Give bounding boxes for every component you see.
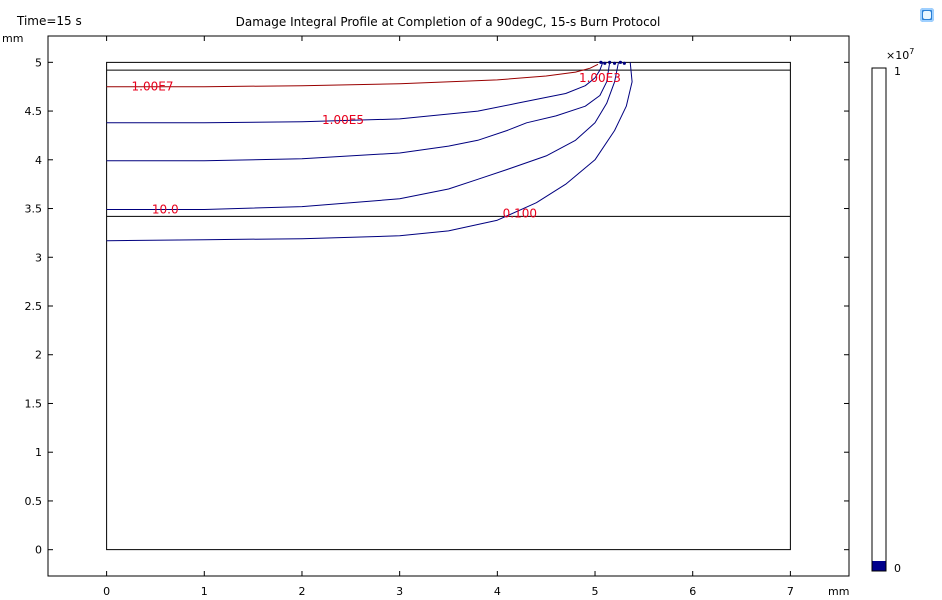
contour-hotspot-mark — [622, 61, 626, 65]
contour-hotspot-mark — [612, 61, 617, 65]
x-tick-label: 7 — [787, 585, 794, 598]
contour-1e3 — [106, 62, 611, 162]
colorbar-exponent-power: 7 — [909, 47, 914, 56]
y-axis-ticks: 0 0.5 1 1.5 2 2.5 3 3.5 4 4.5 5 — [25, 56, 849, 557]
y-tick-label: 2.5 — [25, 300, 43, 313]
x-axis-ticks: 0 1 2 3 4 5 6 7 — [103, 36, 794, 598]
colorbar-min-label: 0 — [894, 562, 901, 575]
colorbar-exponent-base: ×10 — [886, 49, 909, 62]
geometry-domain — [106, 61, 791, 551]
y-unit-label: mm — [2, 32, 23, 45]
x-tick-label: 6 — [689, 585, 696, 598]
app-logo-icon — [920, 8, 934, 22]
contour-1e5 — [106, 62, 604, 124]
domain-outline — [106, 61, 791, 551]
contour-1e7 — [106, 63, 599, 88]
y-tick-label: 0.5 — [25, 495, 43, 508]
y-tick-label: 1.5 — [25, 397, 43, 410]
contour-10 — [106, 62, 619, 210]
colorbar-max-label: 1 — [894, 65, 901, 78]
colorbar-body — [871, 67, 887, 572]
colorbar-exponent-label: ×107 — [886, 47, 914, 62]
x-tick-label: 1 — [201, 585, 208, 598]
colorbar-outline — [871, 67, 887, 572]
label-1e3: 1.00E3 — [579, 71, 621, 85]
label-10: 10.0 — [152, 203, 179, 217]
y-tick-label: 4.5 — [25, 105, 43, 118]
colorbar-min-swatch — [872, 561, 886, 571]
y-tick-label: 3.5 — [25, 203, 43, 216]
label-1e7: 1.00E7 — [132, 80, 174, 94]
x-tick-label: 0 — [103, 585, 110, 598]
colorbar: ×107 1 0 — [871, 47, 914, 575]
x-tick-label: 3 — [396, 585, 403, 598]
label-0.1: 0.100 — [503, 206, 537, 220]
label-1e5: 1.00E5 — [322, 113, 364, 127]
y-tick-label: 2 — [35, 349, 42, 362]
y-tick-label: 0 — [35, 544, 42, 557]
contour-hotspot-mark — [618, 60, 623, 64]
contour-hotspot-mark — [599, 60, 603, 64]
x-tick-label: 4 — [494, 585, 501, 598]
y-tick-label: 3 — [35, 251, 42, 264]
y-tick-label: 4 — [35, 154, 42, 167]
contour-lines — [106, 60, 633, 242]
chart-title: Damage Integral Profile at Completion of… — [236, 15, 661, 29]
contour-labels: 1.00E7 1.00E5 1.00E3 10.0 0.100 — [132, 71, 621, 220]
contour-0.1 — [106, 62, 633, 242]
x-tick-label: 2 — [298, 585, 305, 598]
x-tick-label: 5 — [592, 585, 599, 598]
y-tick-label: 5 — [35, 56, 42, 69]
plot-frame — [47, 35, 850, 577]
contour-hotspot-mark — [603, 61, 607, 65]
contour-hotspot-mark — [608, 60, 612, 64]
time-label: Time=15 s — [16, 14, 82, 28]
y-tick-label: 1 — [35, 446, 42, 459]
x-unit-label: mm — [828, 585, 849, 598]
